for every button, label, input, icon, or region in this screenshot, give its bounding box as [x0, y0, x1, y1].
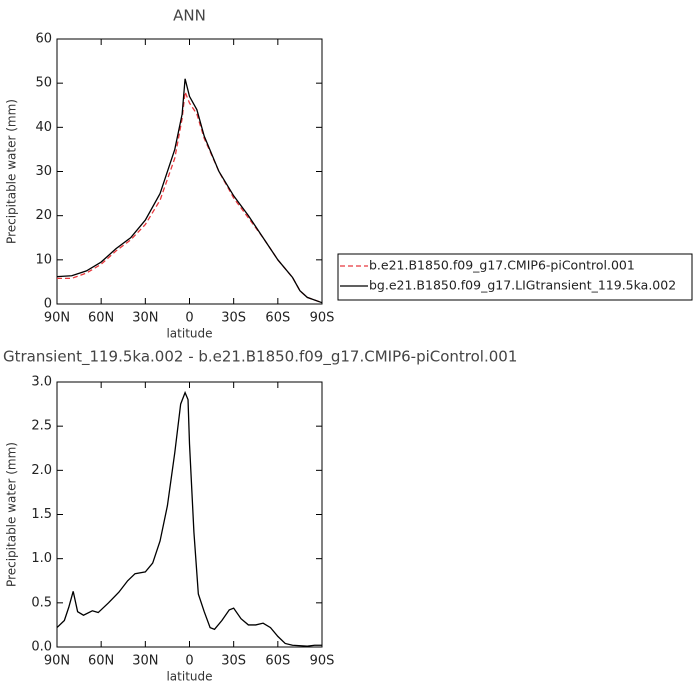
y-tick-label: 0: [44, 297, 52, 312]
x-tick-label: 90S: [310, 311, 335, 326]
x-tick-label: 0: [185, 311, 193, 326]
y-tick-label: 0.5: [31, 595, 52, 610]
x-tick-label: 0: [185, 654, 193, 669]
legend-label: b.e21.B1850.f09_g17.CMIP6-piControl.001: [369, 258, 635, 273]
y-tick-label: 0.0: [31, 640, 52, 655]
data-line: [56, 78, 323, 304]
y-tick-label: 10: [35, 252, 52, 267]
data-line: [56, 390, 322, 647]
x-tick-label: 30S: [221, 654, 246, 669]
legend-box: [337, 253, 693, 301]
x-tick-label: 90S: [310, 654, 335, 669]
y-tick-label: 50: [35, 76, 52, 91]
y-tick-label: 1.0: [31, 551, 52, 566]
chart-title: ANN: [173, 7, 206, 25]
legend-label: bg.e21.B1850.f09_g17.LIGtransient_119.5k…: [369, 278, 676, 293]
data-line: [57, 91, 323, 304]
x-tick-label: 90N: [44, 654, 70, 669]
x-tick-label: 60S: [265, 654, 290, 669]
x-tick-label: 60N: [88, 311, 114, 326]
x-axis-label: latitude: [166, 670, 212, 684]
y-tick-label: 30: [35, 164, 52, 179]
y-tick-label: 2.0: [31, 463, 52, 478]
x-tick-label: 30N: [132, 654, 158, 669]
y-axis-label: Precipitable water (mm): [5, 99, 19, 244]
y-tick-label: 2.5: [31, 419, 52, 434]
x-tick-label: 30N: [132, 311, 158, 326]
x-tick-label: 60S: [265, 311, 290, 326]
x-tick-label: 90N: [44, 311, 70, 326]
x-tick-label: 30S: [221, 311, 246, 326]
plot-frame: [56, 381, 323, 648]
chart-title: Gtransient_119.5ka.002 - b.e21.B1850.f09…: [3, 348, 517, 367]
y-tick-label: 40: [35, 120, 52, 135]
y-axis-label: Precipitable water (mm): [5, 442, 19, 587]
x-axis-label: latitude: [166, 327, 212, 341]
y-tick-label: 1.5: [31, 507, 52, 522]
y-tick-label: 60: [35, 32, 52, 47]
x-tick-label: 60N: [88, 654, 114, 669]
y-tick-label: 20: [35, 208, 52, 223]
y-tick-label: 3.0: [31, 375, 52, 390]
